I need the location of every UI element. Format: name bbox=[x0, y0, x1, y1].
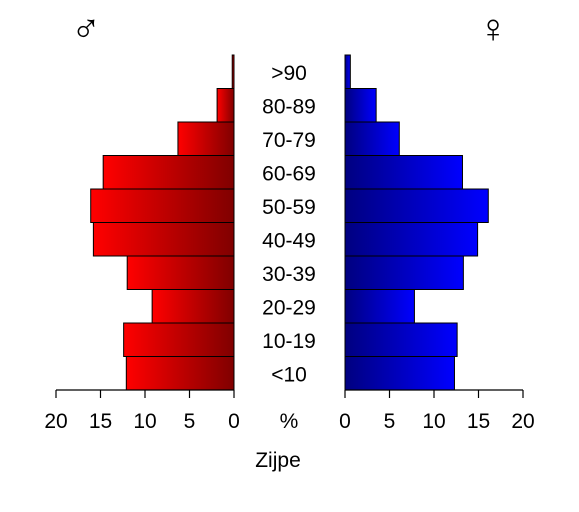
male-bar-9 bbox=[231, 54, 235, 89]
male-bar-1 bbox=[123, 322, 235, 357]
male-bar-7 bbox=[177, 121, 235, 156]
male-bar-0 bbox=[125, 356, 235, 391]
male-bar-5 bbox=[90, 188, 235, 223]
female-x-axis: 0 5 10 15 20 bbox=[339, 389, 535, 433]
female-symbol: ♀ bbox=[478, 7, 508, 51]
age-group-label-0: <10 bbox=[271, 363, 307, 386]
female-bar-1 bbox=[344, 322, 458, 357]
female-bar-0 bbox=[344, 356, 455, 391]
female-bar-9 bbox=[344, 54, 351, 89]
female-tick-label-3: 15 bbox=[467, 410, 490, 433]
female-tick-label-1: 5 bbox=[384, 410, 396, 433]
age-group-label-5: 50-59 bbox=[262, 196, 316, 219]
age-group-label-3: 30-39 bbox=[262, 263, 316, 286]
male-bar-3 bbox=[126, 255, 235, 290]
male-bars bbox=[90, 54, 235, 391]
center-axis-label: % bbox=[280, 410, 299, 433]
female-tick-label-4: 20 bbox=[511, 410, 534, 433]
male-tick-label-4: 20 bbox=[44, 410, 67, 433]
male-tick-label-1: 5 bbox=[184, 410, 196, 433]
male-tick-label-0: 0 bbox=[228, 410, 240, 433]
female-bar-5 bbox=[344, 188, 489, 223]
female-tick-label-2: 10 bbox=[422, 410, 445, 433]
age-group-label-7: 70-79 bbox=[262, 129, 316, 152]
age-group-label-6: 60-69 bbox=[262, 162, 316, 185]
female-bar-8 bbox=[344, 88, 377, 123]
female-bars bbox=[344, 54, 489, 391]
x-axis-title: Zijpe bbox=[255, 449, 301, 472]
female-bar-4 bbox=[344, 222, 479, 257]
female-tick-label-0: 0 bbox=[339, 410, 351, 433]
male-bar-4 bbox=[92, 222, 235, 257]
male-tick-label-2: 10 bbox=[133, 410, 156, 433]
male-tick-label-3: 15 bbox=[89, 410, 112, 433]
male-bar-6 bbox=[102, 155, 235, 190]
male-bar-2 bbox=[151, 289, 235, 324]
age-group-label-4: 40-49 bbox=[262, 229, 316, 252]
age-group-label-9: >90 bbox=[271, 62, 307, 85]
age-group-labels: <10 10-19 20-29 30-39 40-49 50-59 60-69 70-79 80… bbox=[262, 62, 316, 387]
female-bar-7 bbox=[344, 121, 400, 156]
female-bar-6 bbox=[344, 155, 463, 190]
male-x-axis: 0 5 10 15 20 bbox=[44, 389, 240, 433]
male-symbol: ♂ bbox=[71, 7, 101, 51]
female-bar-3 bbox=[344, 255, 464, 290]
age-group-label-1: 10-19 bbox=[262, 330, 316, 353]
age-group-label-8: 80-89 bbox=[262, 95, 316, 118]
age-group-label-2: 20-29 bbox=[262, 296, 316, 319]
female-bar-2 bbox=[344, 289, 415, 324]
male-bar-8 bbox=[216, 88, 235, 123]
